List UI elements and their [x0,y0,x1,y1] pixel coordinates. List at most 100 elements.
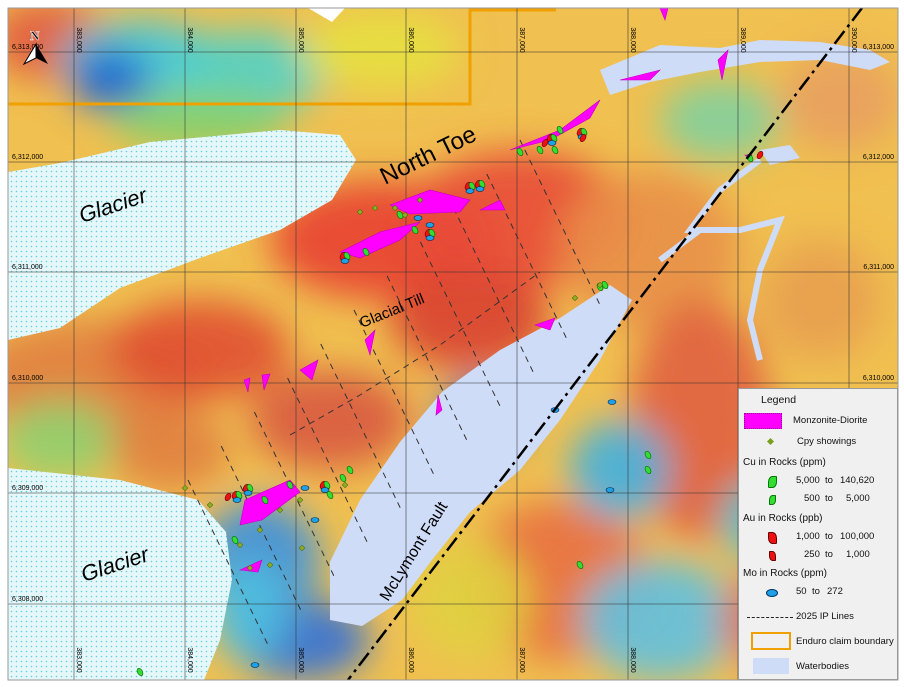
cu-sample [516,148,524,156]
au-sample [224,493,232,501]
mclymont-fault-line [347,8,863,680]
heatmap-blob [170,30,330,110]
cu-sample [468,182,476,190]
glacier-south [8,468,232,680]
easting-label: 385,000 [297,27,304,52]
cpy-showing [181,484,189,492]
cu-sample [346,466,354,474]
cpy-showing [596,281,604,289]
monzonite-diorite-unit [389,189,471,215]
cpy-showing [246,564,254,572]
legend-monzonite: Monzonite-Diorite [739,413,899,429]
northing-label: 6,310,000 [12,375,43,382]
waterbody-river [600,40,890,95]
monzonite-diorite-unit [479,199,506,211]
cpy-showing [401,211,409,219]
monzonite-diorite-units [238,8,753,573]
easting-label: 384,000 [186,647,193,672]
easting-label: 385,000 [297,647,304,672]
mo-sample [425,222,435,228]
legend-title: Legend [761,394,797,406]
mo-sample [547,140,557,146]
heatmap-blob [660,80,780,160]
cu-sample [644,451,652,459]
cpy-showing [571,294,579,302]
cu-sample [231,536,239,544]
au-sample [541,139,549,147]
legend-au-row: 1,000 to 100,000 [739,529,899,545]
monzonite-diorite-unit [364,329,376,357]
easting-label: 383,000 [75,27,82,52]
cpy-showing [296,496,304,504]
north-arrow: N [22,28,48,66]
cpy-showing [298,544,306,552]
monzonite-diorite-unit [435,394,443,416]
mo-sample [232,497,242,503]
easting-label: 388,000 [629,647,636,672]
cu-sample [339,474,347,482]
cpy-showing [391,204,399,212]
legend-cu-title: Cu in Rocks (ppm) [743,457,826,468]
northing-label: 6,312,000 [12,154,43,161]
legend-cpy: Cpy showings [739,434,899,450]
cu-sample [136,668,144,676]
cu-sample [362,248,370,256]
easting-label: 383,000 [75,647,82,672]
cpy-showing [266,561,274,569]
cu-sample [478,180,486,188]
glacier-north [8,130,356,340]
mo-sample [413,215,423,221]
rock-samples [136,126,764,676]
northing-label: 6,310,000 [863,375,894,382]
legend-claim: Enduro claim boundary [739,632,899,650]
easting-label: 389,000 [739,27,746,52]
monzonite-diorite-unit [619,69,661,81]
mo-sample [250,662,260,668]
legend-mo-row: 50 to 272 [739,584,899,600]
cu-sample [428,229,436,237]
monzonite-diorite-unit [659,8,669,21]
snow-patch [308,8,345,22]
cu-sample [396,211,404,219]
legend-mo-title: Mo in Rocks (ppm) [743,568,827,579]
legend-ip-lines: 2025 IP Lines [739,609,899,625]
monzonite-diorite-unit [339,221,421,259]
northing-label: 6,309,000 [12,485,43,492]
legend: Legend Monzonite-Diorite Cpy showings Cu… [738,388,898,680]
cu-sample [550,134,558,142]
mo-sample [320,487,330,493]
monzonite-diorite-unit [261,373,271,391]
easting-label: 390,000 [850,27,857,52]
ip-baseline [289,271,541,436]
mo-sample [340,258,350,264]
heatmap-blob [780,50,898,150]
heatmap-blob [300,10,460,90]
cu-sample [536,146,544,154]
au-sample [756,151,764,159]
cu-sample [601,281,609,289]
heatmap-blob [110,410,230,490]
heatmap-blob [110,300,290,400]
cu-sample [261,496,269,504]
cu-sample [326,491,334,499]
cu-sample [323,481,331,489]
heatmap-blob [580,560,740,680]
heatmap-blob [760,240,880,360]
northing-label: 6,313,000 [863,44,894,51]
cu-sample [343,252,351,260]
ip-line [419,241,501,408]
mo-sample [300,485,310,491]
northing-label: 6,308,000 [12,596,43,603]
cpy-showing [371,204,379,212]
waterbody-lake [330,285,632,626]
cu-sample [576,561,584,569]
mo-sample [475,186,485,192]
cu-sample [411,226,419,234]
monzonite-diorite-unit [534,317,556,331]
monzonite-diorite-unit [239,479,301,526]
northing-label: 6,311,000 [863,264,894,271]
ip-line [519,139,601,306]
monzonite-diorite-unit [243,377,251,393]
claim-boundary [8,8,556,106]
heatmap-blob [410,540,530,660]
